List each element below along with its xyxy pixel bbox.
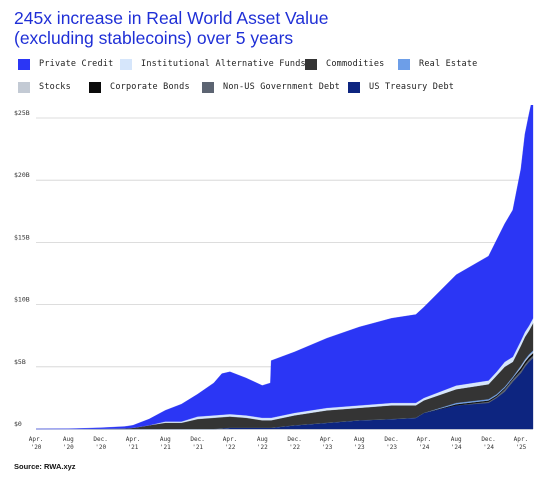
chart-title-line-2: (excluding stablecoins) over 5 years: [14, 28, 294, 48]
legend-swatch: [89, 81, 101, 93]
x-tick-month: Apr.: [223, 436, 237, 443]
legend-item-institutional-alternative-funds: Institutional Alternative Funds: [120, 58, 306, 70]
x-tick-label: Dec.'24: [481, 436, 495, 451]
legend: Private Credit Institutional Alternative…: [18, 58, 538, 98]
y-tick-label: $15B: [14, 233, 30, 241]
area-chart: $0$5B$10B$15B$20B$25B Apr.'20Aug'20Dec.'…: [14, 105, 534, 451]
x-tick-label: Apr.'24: [417, 436, 431, 451]
x-tick-label: Dec.'22: [287, 436, 301, 451]
source-note: Source: RWA.xyz: [14, 462, 76, 471]
x-tick-year: '24: [418, 444, 429, 451]
x-tick-label: Dec.'20: [93, 436, 107, 451]
legend-swatch: [348, 81, 360, 93]
y-axis: $0 $5B $10B $15B $20B $25B: [14, 109, 30, 428]
legend-item-private-credit: Private Credit: [18, 58, 113, 70]
y-tick-label: $5B: [14, 358, 26, 366]
legend-swatch: [305, 58, 317, 70]
x-axis: Apr.'20Aug'20Dec.'20Apr.'21Aug'21Dec.'21…: [29, 436, 528, 451]
x-tick-month: Dec.: [190, 436, 204, 443]
x-tick-label: Aug'24: [451, 436, 462, 451]
x-tick-year: '20: [95, 444, 106, 451]
x-tick-year: '22: [225, 444, 236, 451]
y-tick-label: $25B: [14, 109, 30, 117]
x-tick-label: Aug'21: [160, 436, 171, 451]
x-tick-label: Apr.'23: [320, 436, 334, 451]
x-tick-month: Aug: [63, 436, 74, 443]
x-tick-year: '24: [483, 444, 494, 451]
x-tick-month: Apr.: [320, 436, 334, 443]
x-tick-label: Dec.'23: [384, 436, 398, 451]
x-tick-month: Apr.: [417, 436, 431, 443]
legend-label: Non-US Government Debt: [223, 82, 340, 92]
legend-swatch: [18, 81, 30, 93]
x-tick-year: '21: [128, 444, 139, 451]
x-tick-year: '23: [386, 444, 397, 451]
y-tick-label: $20B: [14, 171, 30, 179]
legend-swatch: [120, 58, 132, 70]
legend-swatch: [202, 81, 214, 93]
x-tick-label: Aug'23: [354, 436, 365, 451]
x-tick-label: Apr.'25: [514, 436, 528, 451]
x-tick-label: Aug'20: [63, 436, 74, 451]
legend-label: Corporate Bonds: [110, 82, 190, 92]
legend-item-commodities: Commodities: [305, 58, 385, 70]
legend-item-us-treasury-debt: US Treasury Debt: [348, 81, 454, 93]
x-tick-year: '20: [31, 444, 42, 451]
legend-swatch: [398, 58, 410, 70]
x-tick-label: Dec.'21: [190, 436, 204, 451]
x-tick-month: Dec.: [384, 436, 398, 443]
x-tick-label: Aug'22: [257, 436, 268, 451]
y-tick-label: $0: [14, 420, 22, 428]
x-tick-month: Aug: [160, 436, 171, 443]
chart-title: 245x increase in Real World Asset Value …: [14, 8, 534, 48]
x-tick-month: Apr.: [126, 436, 140, 443]
x-tick-year: '25: [515, 444, 526, 451]
area-series-private-credit: [35, 105, 534, 430]
legend-item-real-estate: Real Estate: [398, 58, 478, 70]
x-tick-month: Aug: [451, 436, 462, 443]
x-tick-month: Dec.: [93, 436, 107, 443]
x-tick-year: '22: [257, 444, 268, 451]
legend-label: Real Estate: [419, 59, 478, 69]
legend-label: Private Credit: [39, 59, 114, 69]
legend-swatch: [18, 58, 30, 70]
x-tick-year: '23: [322, 444, 333, 451]
x-tick-label: Apr.'21: [126, 436, 140, 451]
x-tick-month: Apr.: [29, 436, 43, 443]
x-tick-month: Dec.: [481, 436, 495, 443]
stacked-areas: [35, 105, 534, 430]
chart-title-line-1: 245x increase in Real World Asset Value: [14, 8, 329, 28]
x-tick-year: '23: [354, 444, 365, 451]
x-tick-year: '20: [63, 444, 74, 451]
x-tick-year: '22: [289, 444, 300, 451]
legend-label: Institutional Alternative Funds: [141, 59, 306, 69]
y-tick-label: $10B: [14, 296, 30, 304]
x-tick-month: Apr.: [514, 436, 528, 443]
x-tick-year: '24: [451, 444, 462, 451]
x-tick-label: Apr.'22: [223, 436, 237, 451]
legend-item-stocks: Stocks: [18, 81, 71, 93]
legend-label: Commodities: [326, 59, 385, 69]
legend-label: US Treasury Debt: [369, 82, 455, 92]
x-tick-month: Dec.: [287, 436, 301, 443]
x-tick-label: Apr.'20: [29, 436, 43, 451]
legend-item-corporate-bonds: Corporate Bonds: [89, 81, 190, 93]
x-tick-month: Aug: [354, 436, 365, 443]
legend-item-non-us-government-debt: Non-US Government Debt: [202, 81, 340, 93]
x-tick-year: '21: [192, 444, 203, 451]
legend-label: Stocks: [39, 82, 71, 92]
x-tick-year: '21: [160, 444, 171, 451]
x-tick-month: Aug: [257, 436, 268, 443]
